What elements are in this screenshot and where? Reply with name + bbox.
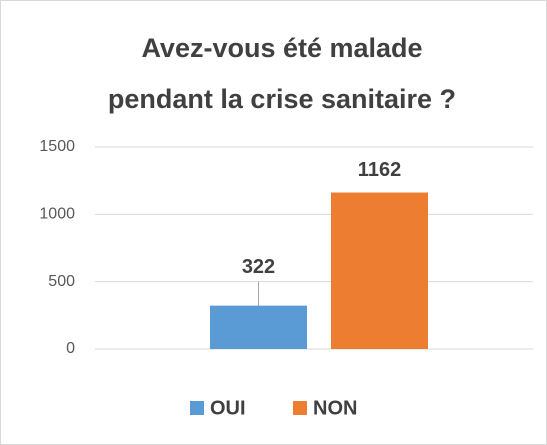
y-tick-label: 500 xyxy=(48,273,75,290)
data-label: 322 xyxy=(242,256,275,278)
y-tick-label: 1000 xyxy=(39,206,75,223)
bar xyxy=(331,192,428,349)
y-tick-label: 1500 xyxy=(39,138,75,155)
legend-swatch xyxy=(293,401,307,415)
y-tick-label: 0 xyxy=(66,340,75,357)
legend-swatch xyxy=(190,401,204,415)
legend-label: NON xyxy=(313,397,357,419)
data-label: 1162 xyxy=(358,159,401,181)
chart-title: Avez-vous été malade xyxy=(141,33,422,63)
legend-label: OUI xyxy=(210,397,246,419)
chart-title: pendant la crise sanitaire ? xyxy=(108,84,456,114)
bar xyxy=(210,305,307,349)
